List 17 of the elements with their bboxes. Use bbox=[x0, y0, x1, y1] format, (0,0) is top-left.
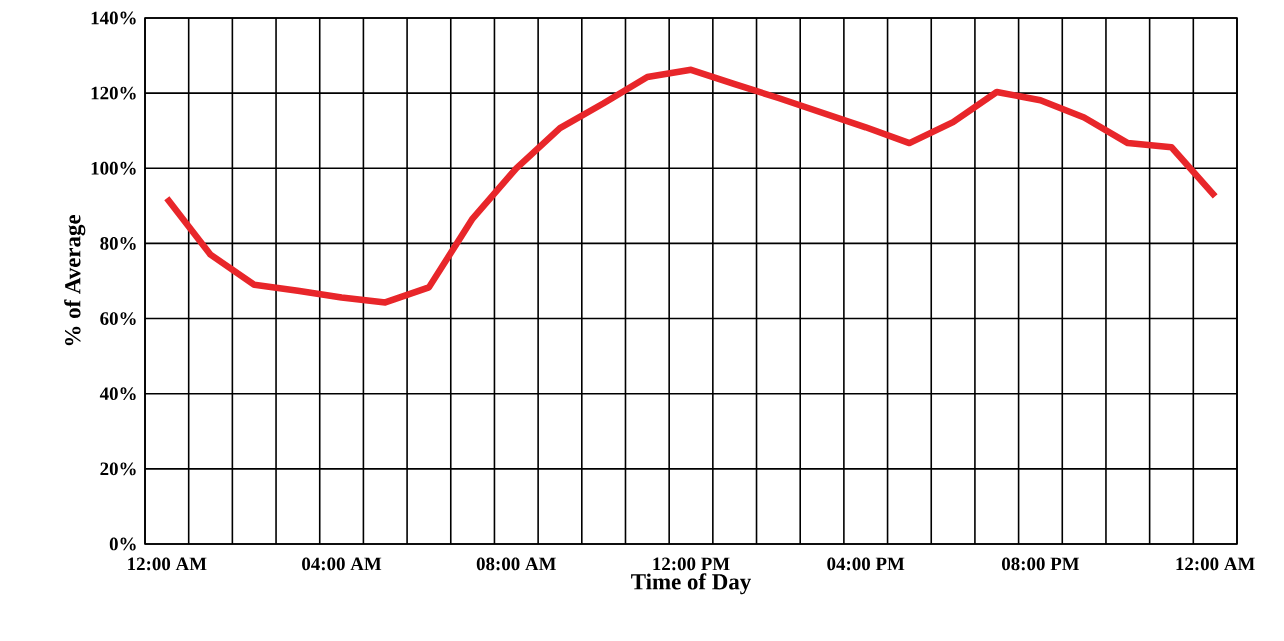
y-tick-label: 20% bbox=[100, 462, 136, 476]
y-axis-title: % of Average bbox=[64, 214, 86, 346]
y-tick-label: 60% bbox=[100, 312, 136, 325]
x-tick-label: 12:00 AM bbox=[1176, 557, 1255, 571]
x-tick-label: 04:00 PM bbox=[827, 557, 905, 571]
x-axis-title: Time of Day bbox=[631, 573, 752, 595]
y-tick-label: 40% bbox=[99, 387, 136, 401]
y-tick-label: 0% bbox=[109, 537, 136, 551]
x-tick-label: 08:00 PM bbox=[1002, 557, 1080, 571]
x-tick-label: 12:00 PM bbox=[653, 557, 730, 571]
y-tick-label: 120% bbox=[91, 86, 136, 100]
x-tick-label: 12:00 AM bbox=[128, 557, 207, 571]
x-tick-label: 08:00 AM bbox=[476, 557, 556, 571]
y-tick-label: 100% bbox=[91, 161, 136, 175]
y-tick-label: 80% bbox=[100, 237, 136, 250]
y-tick-label: 140% bbox=[91, 11, 136, 25]
x-tick-label: 04:00 AM bbox=[302, 557, 382, 571]
